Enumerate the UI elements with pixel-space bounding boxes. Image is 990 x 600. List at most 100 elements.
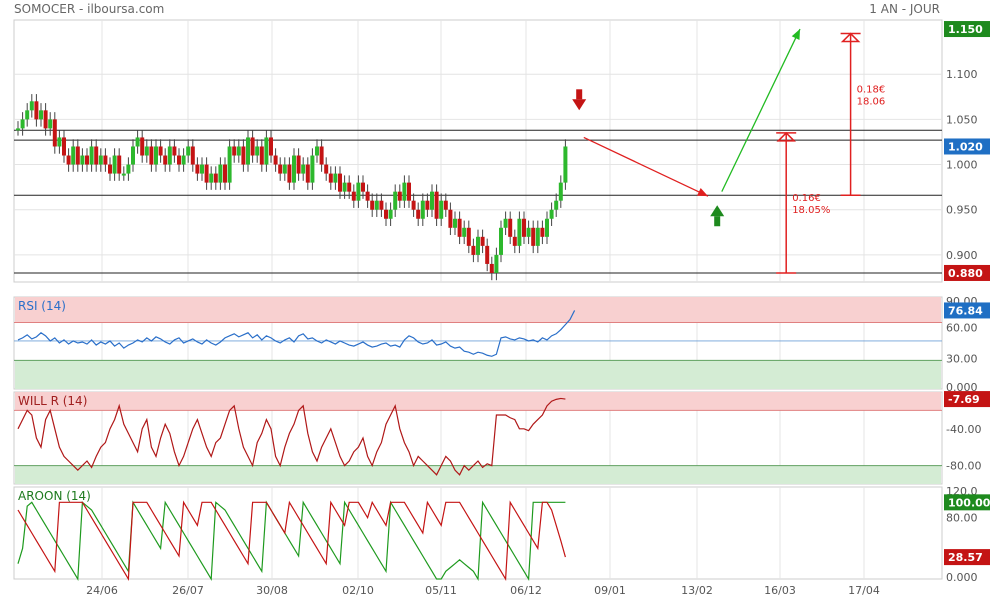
price-y-tick: 1.000 — [946, 159, 978, 172]
aroon-down-badge-bg — [944, 549, 990, 566]
candle-body — [218, 164, 223, 183]
aroon-title: AROON (14) — [18, 489, 91, 503]
chart-title: SOMOCER - ilboursa.com — [14, 2, 164, 16]
price-y-tick: 0.900 — [946, 249, 978, 262]
candle-body — [172, 146, 177, 156]
candle-body — [508, 218, 513, 237]
range-label-percent: 18.06 — [857, 96, 886, 107]
candle-body — [140, 137, 145, 156]
chart-period[interactable]: 1 AN - JOUR — [869, 2, 940, 16]
arrow-stem — [576, 89, 583, 100]
candle-body — [241, 146, 246, 165]
candle-body — [531, 227, 536, 246]
arrow-stem — [714, 216, 721, 227]
candle-body — [476, 236, 480, 255]
willr-oversold-zone — [15, 465, 941, 484]
range-arrow-icon — [776, 131, 797, 142]
aroon-up-line — [17, 500, 566, 581]
candle-body — [190, 146, 195, 165]
candle-body — [420, 200, 425, 219]
willr-y-tick: -40.00 — [946, 423, 981, 436]
candle-body — [158, 146, 163, 156]
price-badge: 1.150 — [948, 23, 983, 36]
candle-body — [545, 218, 549, 237]
down-arrow-icon — [572, 99, 587, 111]
candle-body — [80, 155, 85, 165]
candle-body — [324, 164, 329, 174]
rsi-badge: 76.84 — [948, 304, 983, 317]
candle-body — [25, 110, 30, 120]
rsi-badge-bg — [944, 302, 990, 319]
rsi-oversold-zone — [15, 360, 941, 389]
price-panel-frame — [13, 19, 943, 283]
x-tick-label: 05/11 — [425, 584, 457, 597]
candle-body — [517, 218, 522, 246]
range-label-percent: 18.05% — [792, 205, 830, 216]
candle-body — [48, 119, 53, 129]
candle-body — [448, 209, 453, 228]
candle-body — [296, 155, 301, 174]
candle-body — [236, 146, 241, 156]
candle-body — [315, 146, 319, 156]
candle-body — [480, 236, 485, 246]
aroon-up-badge-bg — [944, 494, 990, 511]
candle-body — [462, 227, 467, 237]
candle-body — [16, 128, 20, 131]
candle-body — [144, 146, 149, 156]
candle-body — [39, 110, 43, 120]
willr-y-tick: -80.00 — [946, 460, 981, 473]
rsi-y-tick: 60.00 — [946, 322, 978, 335]
candle-body — [126, 164, 131, 174]
aroon-down-line — [17, 500, 566, 581]
candle-body — [71, 146, 76, 165]
candle-body — [388, 209, 393, 219]
candle-body — [402, 182, 407, 201]
candle-body — [342, 182, 347, 192]
candle-body — [34, 101, 39, 120]
candle-body — [167, 146, 172, 165]
candle-body — [526, 227, 531, 237]
candle-body — [499, 227, 503, 255]
willr-layer: WILL R (14) — [14, 392, 942, 484]
aroon-down-badge: 28.57 — [948, 551, 983, 564]
candle-body — [301, 164, 306, 174]
candle-body — [457, 218, 462, 237]
candle-body — [177, 155, 181, 165]
range-label-value: 0.18€ — [857, 84, 886, 95]
price-y-tick: 1.100 — [946, 68, 978, 81]
candle-body — [425, 200, 430, 210]
rsi-y-tick: 30.00 — [946, 352, 978, 365]
price-badge-bg — [944, 21, 990, 38]
candle-body — [43, 110, 48, 129]
willr-series-line — [17, 397, 566, 476]
candle-body — [319, 146, 324, 165]
candle-body — [209, 173, 214, 183]
candle-body — [264, 137, 269, 165]
candle-body — [287, 164, 292, 183]
candle-body — [89, 146, 94, 165]
candle-body — [374, 200, 379, 210]
rsi-layer: RSI (14) — [14, 297, 942, 389]
candle-body — [131, 146, 135, 165]
candle-body — [112, 155, 117, 174]
candle-body — [57, 137, 62, 147]
candle-body — [250, 137, 255, 156]
aroon-up-badge: 100.00 — [948, 496, 990, 509]
price-badge: 0.880 — [948, 267, 983, 280]
candle-body — [361, 182, 365, 192]
projection-arrow-icon — [697, 187, 708, 197]
candle-body — [416, 209, 421, 219]
candle-body — [494, 254, 499, 273]
aroon-y-tick: 0.000 — [946, 571, 978, 584]
aroon-layer: AROON (14) — [17, 489, 566, 581]
price-y-tick: 0.950 — [946, 204, 978, 217]
candle-body — [121, 173, 126, 176]
candle-body — [232, 146, 237, 156]
candle-body — [379, 200, 384, 210]
candle-body — [200, 164, 204, 174]
rsi-series-line — [17, 310, 576, 357]
rsi-title: RSI (14) — [18, 299, 66, 313]
willr-overbought-zone — [15, 392, 941, 411]
candle-body — [305, 164, 310, 183]
